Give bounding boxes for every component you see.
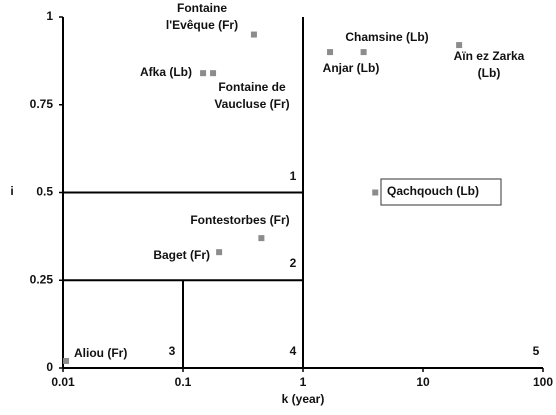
zone-label: 1 (290, 169, 297, 183)
y-tick-label: 1 (46, 9, 53, 23)
point-label: Chamsine (Lb) (345, 30, 428, 44)
point (360, 49, 367, 56)
point-label: (Lb) (478, 66, 501, 80)
point-label: Fontaine de (218, 80, 286, 94)
point-label: Aliou (Fr) (74, 346, 127, 360)
zone-label: 2 (290, 256, 297, 270)
point-label: Fontestorbes (Fr) (190, 213, 289, 227)
zone-label: 4 (290, 344, 297, 358)
point (200, 70, 207, 77)
point-label: Aïn ez Zarka (454, 49, 525, 63)
x-tick-label: 0.01 (51, 375, 75, 389)
point (372, 189, 379, 196)
point (216, 249, 223, 256)
point-label: Anjar (Lb) (323, 61, 380, 75)
point-label: Baget (Fr) (153, 248, 210, 262)
x-tick-label: 1 (300, 375, 307, 389)
point-label: Vaucluse (Fr) (214, 97, 289, 111)
y-axis-label: i (10, 184, 13, 198)
label-box (380, 178, 502, 206)
zone-label: 5 (533, 344, 540, 358)
x-tick-label: 100 (533, 375, 553, 389)
point-label: Qachqouch (Lb) (387, 184, 479, 198)
x-axis-label: k (year) (282, 392, 325, 406)
point (456, 42, 463, 49)
point (327, 49, 334, 56)
point (250, 31, 257, 38)
zone-label: 3 (169, 344, 176, 358)
y-tick-label: 0.75 (30, 97, 54, 111)
point (210, 70, 217, 77)
y-tick-label: 0 (46, 360, 53, 374)
point-label: Fontaine (177, 1, 227, 15)
point-label: Afka (Lb) (140, 65, 192, 79)
x-tick-label: 10 (416, 375, 430, 389)
point-label: l'Evêque (Fr) (166, 18, 238, 32)
point (63, 357, 70, 364)
y-tick-label: 0.25 (30, 272, 54, 286)
y-tick-label: 0.5 (36, 185, 53, 199)
point (258, 235, 265, 242)
x-tick-label: 0.1 (175, 375, 192, 389)
